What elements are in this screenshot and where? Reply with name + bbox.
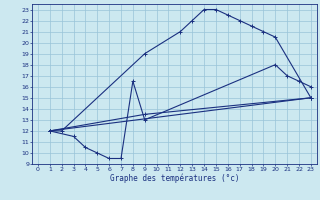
- X-axis label: Graphe des températures (°c): Graphe des températures (°c): [110, 174, 239, 183]
